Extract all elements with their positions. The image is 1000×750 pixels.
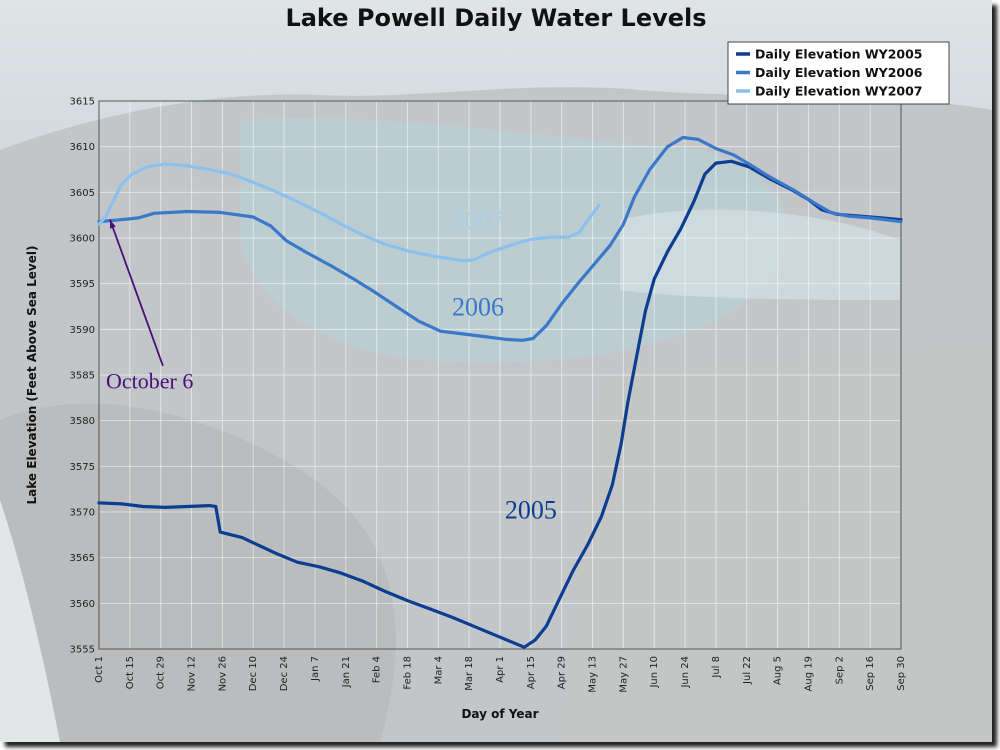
annotation-label: 2007	[452, 206, 504, 235]
x-axis-ticks: Oct 1 Oct 15 Oct 29 Nov 12 Nov 26 Dec 10 Dec 2…	[94, 656, 907, 693]
annotation-label: 2006	[452, 293, 504, 322]
y-tick-label: 3595	[70, 279, 95, 290]
y-tick-label: 3610	[70, 142, 95, 153]
x-tick-label: May 27	[618, 656, 629, 693]
october-6-arrow	[109, 219, 164, 367]
chart-title: Lake Powell Daily Water Levels	[285, 4, 706, 32]
legend-label: Daily Elevation WY2006	[755, 65, 923, 80]
y-tick-label: 3570	[70, 508, 95, 519]
y-tick-label: 3575	[70, 462, 95, 473]
annotation-label: October 6	[106, 369, 193, 394]
series-line-3	[97, 162, 601, 263]
annotation-label: 2005	[505, 495, 557, 524]
x-tick-label: Jan 7	[310, 656, 321, 682]
y-tick-label: 3585	[70, 371, 95, 382]
y-tick-label: 3555	[70, 645, 95, 656]
y-tick-label: 3580	[70, 416, 95, 427]
x-tick-label: Nov 26	[217, 656, 228, 691]
y-tick-label: 3565	[70, 553, 95, 564]
x-tick-label: Oct 15	[125, 656, 136, 689]
y-tick-label: 3560	[70, 599, 95, 610]
x-tick-label: Jun 10	[649, 656, 660, 689]
x-tick-label: Feb 18	[402, 656, 413, 690]
x-tick-label: Apr 1	[495, 656, 506, 683]
series-line-2	[97, 135, 903, 342]
x-tick-label: Aug 5	[773, 656, 784, 685]
x-tick-label: Apr 15	[526, 656, 537, 689]
legend-label: Daily Elevation WY2005	[755, 47, 923, 62]
x-tick-label: Nov 12	[187, 656, 198, 691]
x-tick-label: Jun 24	[680, 656, 691, 689]
x-tick-label: Apr 29	[557, 656, 568, 689]
y-tick-label: 3600	[70, 234, 95, 245]
y-tick-label: 3605	[70, 188, 95, 199]
x-tick-label: Oct 29	[156, 656, 167, 689]
x-tick-label: Jul 8	[711, 656, 722, 679]
x-tick-label: Oct 1	[94, 656, 105, 683]
legend: Daily Elevation WY2005 Daily Elevation WY…	[727, 41, 950, 105]
legend-label: Daily Elevation WY2007	[755, 84, 923, 99]
x-tick-label: Feb 4	[372, 656, 383, 683]
y-axis-label: Lake Elevation (Feet Above Sea Level)	[25, 246, 39, 505]
arrow-head	[109, 219, 116, 229]
x-tick-label: Dec 24	[279, 656, 290, 691]
y-tick-label: 3615	[70, 97, 95, 108]
annotations: 2007 2006 2005 October 6	[106, 206, 557, 525]
x-tick-label: May 13	[588, 656, 599, 693]
x-tick-label: Sep 16	[865, 656, 876, 691]
x-tick-label: Sep 30	[896, 656, 907, 691]
series-line-1	[97, 159, 903, 649]
y-tick-label: 3590	[70, 325, 95, 336]
x-tick-label: Jul 22	[742, 656, 753, 685]
x-tick-label: Dec 10	[248, 656, 259, 691]
plot-area	[98, 100, 902, 650]
x-tick-label: Sep 2	[834, 656, 845, 684]
series-lines	[97, 135, 903, 649]
y-axis-ticks: 3555 3560 3565 3570 3575 3580 3585 3590 3595 3600…	[70, 97, 95, 656]
x-tick-label: Mar 18	[464, 656, 475, 691]
x-tick-label: Mar 4	[433, 656, 444, 684]
x-tick-label: Jan 21	[341, 656, 352, 688]
x-axis-label: Day of Year	[461, 707, 538, 721]
x-tick-label: Aug 19	[803, 656, 814, 691]
legend-box	[727, 41, 950, 105]
